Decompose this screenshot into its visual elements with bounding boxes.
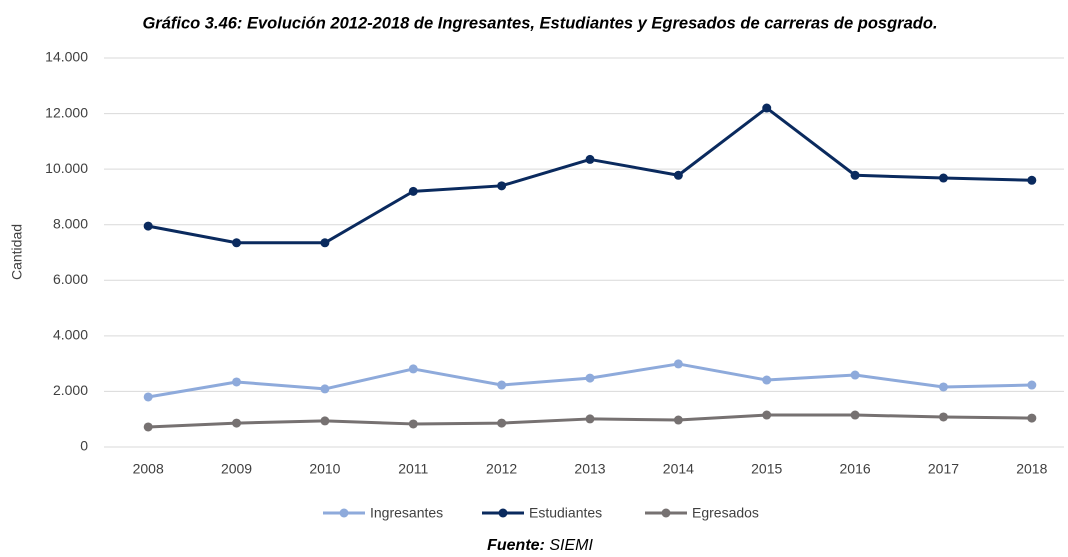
data-point [850,410,860,420]
data-point [673,415,683,425]
x-tick-label: 2011 [398,461,428,477]
data-point [143,422,153,432]
legend-marker [661,508,671,518]
legend-label: Ingresantes [370,505,443,521]
data-point [497,380,507,390]
y-axis-label: Cantidad [9,224,25,280]
source: Fuente: SIEMI [487,537,593,554]
data-point [938,412,948,422]
x-tick-label: 2010 [309,461,340,477]
data-point [232,377,242,387]
x-tick-label: 2016 [840,461,871,477]
y-tick-label: 4.000 [53,327,88,343]
x-tick-label: 2017 [928,461,959,477]
data-point [1027,413,1037,423]
data-point [850,370,860,380]
x-tick-label: 2014 [663,461,694,477]
legend-label: Egresados [692,505,759,521]
y-tick-label: 10.000 [45,160,88,176]
y-tick-label: 12.000 [45,104,88,120]
y-tick-label: 2.000 [53,382,88,398]
y-tick-label: 6.000 [53,271,88,287]
source-label: Fuente: [487,537,545,554]
data-point [408,364,418,374]
y-tick-label: 0 [80,438,88,454]
data-point [1027,175,1037,185]
data-point [938,173,948,183]
source-text: SIEMI [549,537,593,554]
data-point [673,170,683,180]
data-point [762,375,772,385]
data-point [585,154,595,164]
data-point [320,384,330,394]
data-point [497,181,507,191]
x-tick-label: 2018 [1016,461,1047,477]
legend-label: Estudiantes [529,505,602,521]
data-point [320,238,330,248]
legend-marker [498,508,508,518]
data-point [232,418,242,428]
data-point [408,419,418,429]
data-point [143,392,153,402]
data-point [850,170,860,180]
data-point [408,186,418,196]
data-point [232,238,242,248]
x-tick-label: 2015 [751,461,782,477]
data-point [585,414,595,424]
data-point [143,221,153,231]
x-tick-label: 2009 [221,461,252,477]
y-tick-label: 8.000 [53,215,88,231]
x-tick-label: 2008 [133,461,164,477]
data-point [673,359,683,369]
x-tick-label: 2012 [486,461,517,477]
data-point [1027,380,1037,390]
data-point [762,103,772,113]
data-point [497,418,507,428]
data-point [585,373,595,383]
legend-marker [339,508,349,518]
y-tick-label: 14.000 [45,49,88,65]
data-point [762,410,772,420]
data-point [938,382,948,392]
series-line [147,106,1032,245]
chart-title: Gráfico 3.46: Evolución 2012-2018 de Ing… [142,14,937,32]
data-point [320,416,330,426]
x-tick-label: 2013 [574,461,605,477]
